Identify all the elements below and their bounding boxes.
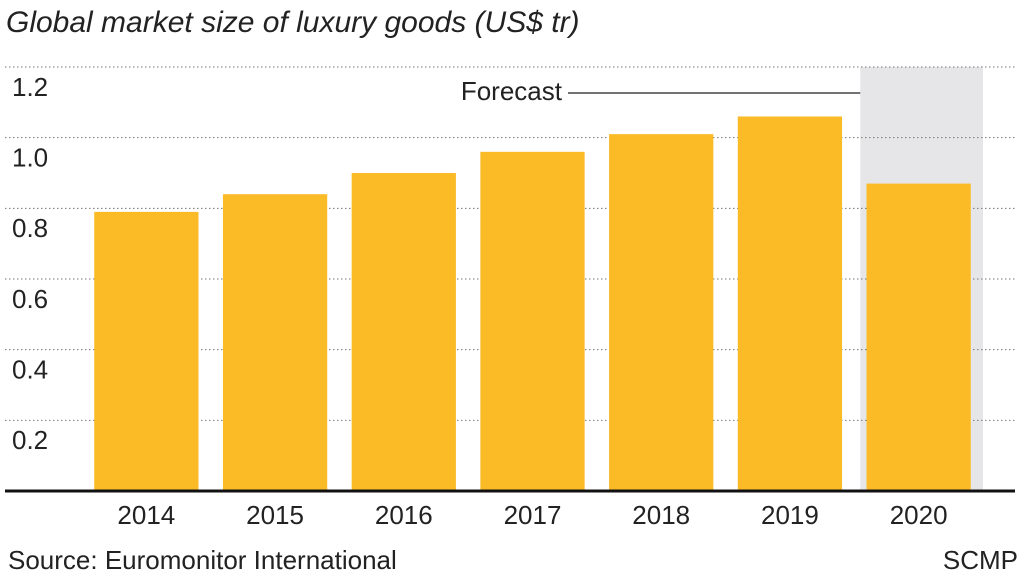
x-tick-label: 2016 <box>375 500 433 530</box>
y-tick-label: 1.2 <box>12 72 48 102</box>
bar <box>737 116 843 491</box>
bar <box>351 173 456 491</box>
source: Source: Euromonitor International <box>8 545 397 575</box>
bar <box>222 194 328 491</box>
y-tick-label: 0.2 <box>12 425 48 455</box>
bar <box>94 211 199 491</box>
y-tick-label: 0.8 <box>12 213 48 243</box>
bar <box>866 183 971 491</box>
y-tick-label: 1.0 <box>12 143 48 173</box>
y-tick-label: 0.4 <box>12 355 48 385</box>
x-tick-label: 2018 <box>632 500 690 530</box>
x-tick-label: 2014 <box>117 500 175 530</box>
y-tick-label: 0.6 <box>12 284 48 314</box>
x-tick-label: 2020 <box>890 500 948 530</box>
credit: SCMP <box>943 545 1018 575</box>
bar <box>480 151 585 492</box>
x-tick-label: 2019 <box>761 500 819 530</box>
forecast-label: Forecast <box>461 76 563 106</box>
bar <box>609 134 714 491</box>
x-tick-label: 2017 <box>504 500 562 530</box>
x-tick-label: 2015 <box>246 500 304 530</box>
chart-title: Global market size of luxury goods (US$ … <box>6 6 580 39</box>
